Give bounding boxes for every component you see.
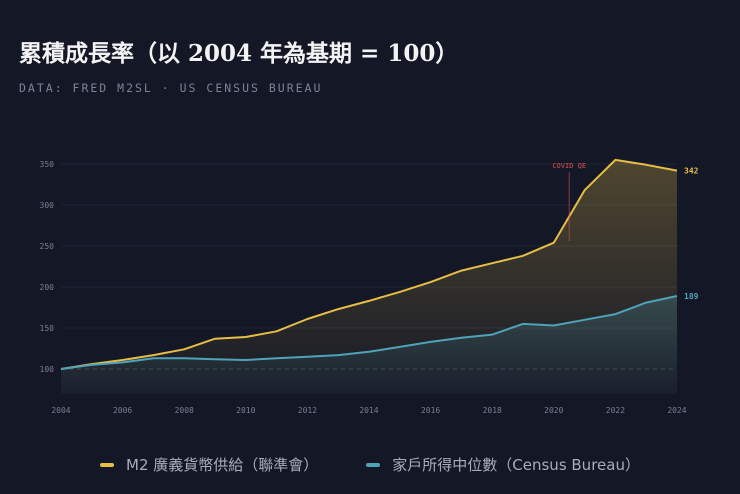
x-tick-label: 2006 bbox=[113, 406, 132, 415]
x-tick-label: 2010 bbox=[236, 406, 255, 415]
x-tick-label: 2024 bbox=[667, 406, 686, 415]
chart-title: 累積成長率（以 2004 年為基期 = 100） bbox=[19, 40, 459, 67]
legend-item-m2: M2 廣義貨幣供給（聯準會） bbox=[100, 454, 318, 475]
x-tick-label: 2018 bbox=[483, 406, 502, 415]
y-tick-label: 200 bbox=[40, 283, 55, 292]
y-tick-label: 100 bbox=[40, 365, 55, 374]
legend-item-income: 家戶所得中位數（Census Bureau） bbox=[366, 454, 640, 475]
y-tick-label: 250 bbox=[40, 242, 55, 251]
y-tick-label: 350 bbox=[40, 160, 55, 169]
annotation-label: COVID QE bbox=[552, 162, 586, 170]
series-line bbox=[60, 295, 678, 370]
series-area bbox=[61, 296, 677, 394]
x-tick-label: 2022 bbox=[606, 406, 625, 415]
x-tick-label: 2016 bbox=[421, 406, 440, 415]
legend: M2 廣義貨幣供給（聯準會） 家戶所得中位數（Census Bureau） bbox=[0, 454, 740, 475]
x-tick-label: 2012 bbox=[298, 406, 317, 415]
chart-subtitle: DATA: FRED M2SL · US CENSUS BUREAU bbox=[19, 81, 323, 95]
legend-swatch-income bbox=[366, 462, 381, 467]
x-tick-label: 2008 bbox=[175, 406, 194, 415]
x-tick-label: 2004 bbox=[51, 406, 70, 415]
legend-label-income: 家戶所得中位數（Census Bureau） bbox=[392, 456, 640, 474]
y-tick-label: 150 bbox=[40, 324, 55, 333]
y-tick-label: 300 bbox=[40, 201, 55, 210]
legend-label-m2: M2 廣義貨幣供給（聯準會） bbox=[126, 456, 319, 474]
series-line bbox=[60, 158, 678, 370]
legend-swatch-m2 bbox=[100, 462, 115, 467]
end-value-label: 189 bbox=[684, 292, 699, 301]
x-tick-label: 2014 bbox=[359, 406, 378, 415]
x-tick-label: 2020 bbox=[544, 406, 563, 415]
end-value-label: 342 bbox=[684, 167, 699, 176]
